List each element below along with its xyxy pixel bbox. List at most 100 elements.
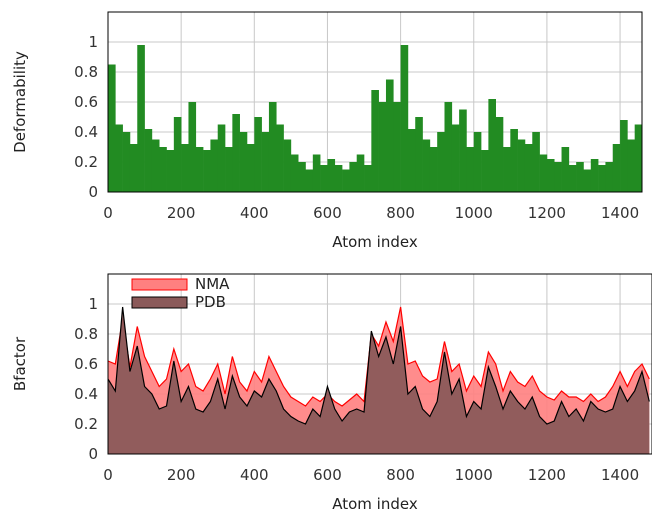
deformability-bar [524, 144, 533, 192]
bottom-x-tick-label: 400 [240, 466, 269, 484]
top-y-tick-label: 0.8 [74, 63, 98, 81]
deformability-bar [137, 45, 145, 192]
deformability-bar [195, 147, 204, 192]
deformability-bar [334, 165, 343, 192]
deformability-bar [312, 154, 321, 192]
deformability-bar [385, 79, 394, 192]
deformability-bar [151, 139, 160, 192]
top-y-tick-label: 0.6 [74, 93, 98, 111]
series-line-pdb [107, 306, 650, 425]
bottom-y-ticks: 0 0.2 0.4 0.6 0.8 1 [74, 295, 98, 463]
deformability-bar [246, 144, 255, 192]
bfactor-chart: 0 200 400 600 800 1000 1200 1400 0 0.2 0.4 0.6 0.8 1… [11, 273, 652, 513]
deformability-bar [203, 150, 211, 192]
deformability-bar [437, 132, 445, 192]
series-line-nma [107, 306, 650, 407]
deformability-bar [268, 102, 277, 192]
deformability-bar [488, 99, 496, 192]
deformability-bar [583, 169, 592, 192]
deformability-bar [371, 90, 379, 192]
deformability-bar [612, 144, 621, 192]
deformability-bar [444, 102, 453, 192]
top-x-tick-label: 200 [167, 204, 196, 222]
top-x-tick-label: 1400 [601, 204, 639, 222]
deformability-bar [159, 147, 167, 192]
bottom-x-tick-label: 1400 [601, 466, 639, 484]
bottom-x-tick-label: 1200 [528, 466, 566, 484]
deformability-bar [429, 147, 438, 192]
top-y-tick-label: 0.4 [74, 123, 98, 141]
deformability-bar [129, 144, 138, 192]
bottom-y-tick-label: 1 [88, 295, 98, 313]
deformability-bar [473, 132, 482, 192]
bottom-y-tick-label: 0 [88, 445, 98, 463]
deformability-bar [342, 169, 350, 192]
deformability-bar [115, 124, 123, 192]
deformability-bar [166, 150, 175, 192]
deformability-bar [634, 124, 643, 192]
deformability-bar [503, 147, 511, 192]
legend-label-pdb: PDB [195, 293, 226, 311]
deformability-bar [378, 102, 387, 192]
deformability-bar [225, 147, 233, 192]
deformability-bar [349, 162, 358, 192]
bottom-x-tick-label: 200 [167, 466, 196, 484]
deformability-chart: 0 200 400 600 800 1000 1200 1400 0 0.2 0.4 0.6 0.8 1… [11, 11, 643, 251]
bottom-x-tick-label: 0 [103, 466, 113, 484]
top-y-tick-label: 1 [88, 33, 98, 51]
top-x-axis-label: Atom index [332, 233, 418, 251]
deformability-bar [539, 154, 548, 192]
top-x-ticks: 0 200 400 600 800 1000 1200 1400 [103, 204, 639, 222]
top-x-tick-label: 0 [103, 204, 113, 222]
deformability-bar [407, 129, 416, 192]
series-area-pdb [108, 307, 650, 454]
deformability-bar [188, 102, 197, 192]
deformability-bar [217, 124, 226, 192]
top-y-tick-label: 0.2 [74, 153, 98, 171]
deformability-bar [364, 165, 372, 192]
deformability-bar [290, 154, 299, 192]
deformability-bar [451, 124, 460, 192]
deformability-bar [590, 159, 599, 192]
deformability-bar [298, 162, 306, 192]
deformability-bar [546, 159, 555, 192]
deformability-bar [415, 117, 423, 192]
deformability-bar [181, 144, 189, 192]
deformability-bar [276, 124, 284, 192]
deformability-bar [108, 64, 116, 192]
deformability-bar [466, 147, 475, 192]
deformability-bar [481, 150, 489, 192]
deformability-bar [400, 45, 409, 192]
bottom-y-tick-label: 0.4 [74, 385, 98, 403]
deformability-bar [320, 165, 328, 192]
deformability-bar [517, 139, 526, 192]
deformability-bar [210, 139, 219, 192]
bfactor-areas [107, 306, 650, 454]
top-x-tick-label: 1000 [455, 204, 493, 222]
deformability-bar [561, 147, 570, 192]
deformability-bar [576, 162, 584, 192]
deformability-bar [598, 165, 606, 192]
bottom-x-tick-label: 800 [386, 466, 415, 484]
deformability-bar [283, 139, 292, 192]
bottom-y-axis-label: Bfactor [11, 336, 29, 391]
deformability-bar [254, 117, 262, 192]
deformability-bar [627, 139, 635, 192]
top-x-tick-label: 800 [386, 204, 415, 222]
deformability-bar [239, 132, 248, 192]
legend: NMA PDB [131, 275, 230, 311]
bottom-x-tick-label: 600 [313, 466, 342, 484]
deformability-bar [510, 129, 518, 192]
bottom-y-tick-label: 0.2 [74, 415, 98, 433]
bottom-x-axis-label: Atom index [332, 495, 418, 513]
top-y-ticks: 0 0.2 0.4 0.6 0.8 1 [74, 33, 98, 201]
top-x-tick-label: 600 [313, 204, 342, 222]
deformability-bar [327, 159, 336, 192]
deformability-bar [144, 129, 153, 192]
deformability-bar [620, 120, 628, 192]
top-plot-frame [107, 11, 643, 193]
bottom-y-tick-label: 0.8 [74, 325, 98, 343]
bottom-y-tick-label: 0.6 [74, 355, 98, 373]
deformability-bar [532, 132, 540, 192]
